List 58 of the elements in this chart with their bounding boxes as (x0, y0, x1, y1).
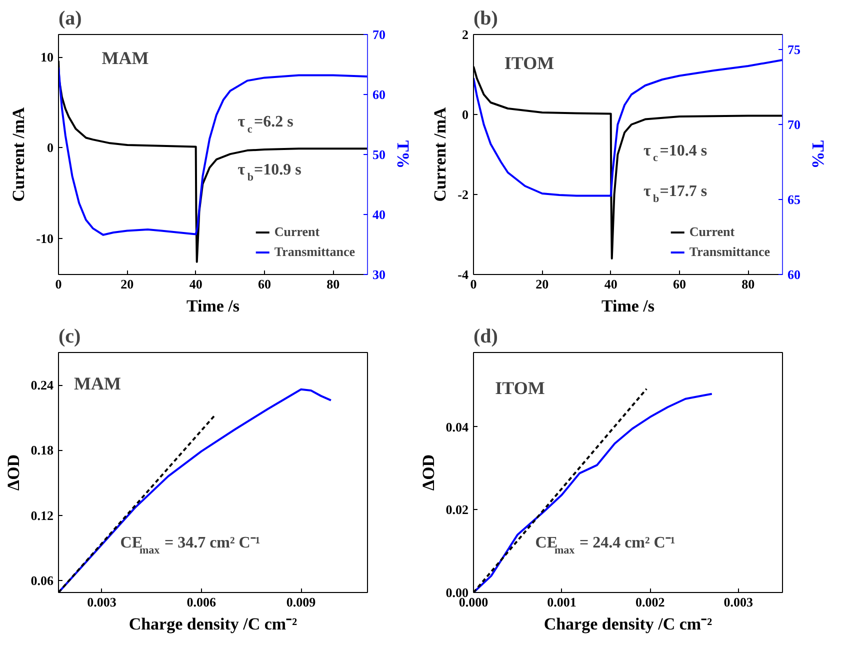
annotation: ITOM (495, 378, 545, 398)
x-tick-label: 80 (742, 276, 755, 292)
x-tick-label: 20 (536, 276, 549, 292)
x-tick-label: 0.003 (87, 594, 117, 610)
annotation: ITOM (504, 52, 554, 73)
x-axis-title: Charge density /C cm⁻² (544, 614, 712, 634)
x-axis-title: Charge density /C cm⁻² (128, 614, 298, 634)
y-tick-label: -4 (458, 267, 469, 282)
y2-tick-label: 65 (788, 192, 801, 207)
y-tick-label: 0.24 (30, 378, 54, 393)
chart-title: (c) (58, 326, 81, 348)
y-tick-label: 2 (462, 27, 468, 42)
y-tick-label: 0.12 (30, 508, 54, 523)
chart-title: (a) (58, 8, 82, 30)
y-tick-label: 0 (47, 140, 54, 156)
legend-label: Transmittance (689, 244, 770, 260)
y2-tick-label: 70 (788, 117, 800, 132)
x-tick-label: 40 (604, 276, 618, 292)
y-tick-label: 0.18 (30, 442, 54, 458)
x-axis-title: Time /s (601, 296, 655, 316)
x-tick-label: 0.002 (635, 594, 665, 610)
x-tick-label: 60 (258, 276, 271, 292)
x-tick-label: 40 (189, 276, 202, 292)
legend-label: Current (274, 224, 320, 240)
y-tick-label: -10 (36, 230, 54, 246)
x-axis-title: Time /s (186, 296, 240, 316)
y2-tick-label: 60 (788, 267, 800, 282)
x-tick-label: 0.009 (286, 594, 316, 610)
y2-tick-label: 75 (788, 42, 801, 57)
y-axis-title: Current /mA (430, 106, 450, 202)
x-tick-label: 60 (673, 276, 686, 292)
y2-tick-label: 40 (372, 207, 386, 222)
y-axis-title: ΔOD (418, 454, 438, 491)
y-tick-label: 10 (40, 50, 54, 65)
y2-tick-label: 60 (372, 87, 386, 102)
y-tick-label: 0.02 (446, 502, 468, 518)
y-tick-label: 0.06 (30, 573, 54, 588)
legend-label: Current (689, 224, 735, 240)
x-tick-label: 0.006 (186, 594, 216, 610)
y-axis-title: ΔOD (4, 454, 23, 491)
y-tick-label: -2 (458, 187, 469, 202)
x-tick-label: 0.001 (547, 594, 576, 610)
annotation: MAM (74, 373, 121, 394)
y2-axis-title: T% (808, 140, 828, 169)
x-tick-label: 20 (120, 276, 134, 292)
y-tick-label: 0.04 (446, 419, 469, 434)
chart-title: (d) (474, 326, 498, 348)
x-tick-label: 0.003 (724, 594, 754, 610)
y-axis-title: Current /mA (9, 106, 28, 202)
y2-axis-title: T% (394, 140, 412, 169)
legend-label: Transmittance (274, 244, 355, 260)
y2-tick-label: 30 (372, 267, 386, 282)
x-tick-label: 80 (326, 276, 340, 292)
y2-tick-label: 70 (372, 27, 386, 42)
annotation: MAM (102, 48, 149, 68)
y2-tick-label: 50 (372, 147, 386, 162)
chart-title: (b) (474, 8, 498, 30)
y-tick-label: 0 (462, 107, 468, 122)
